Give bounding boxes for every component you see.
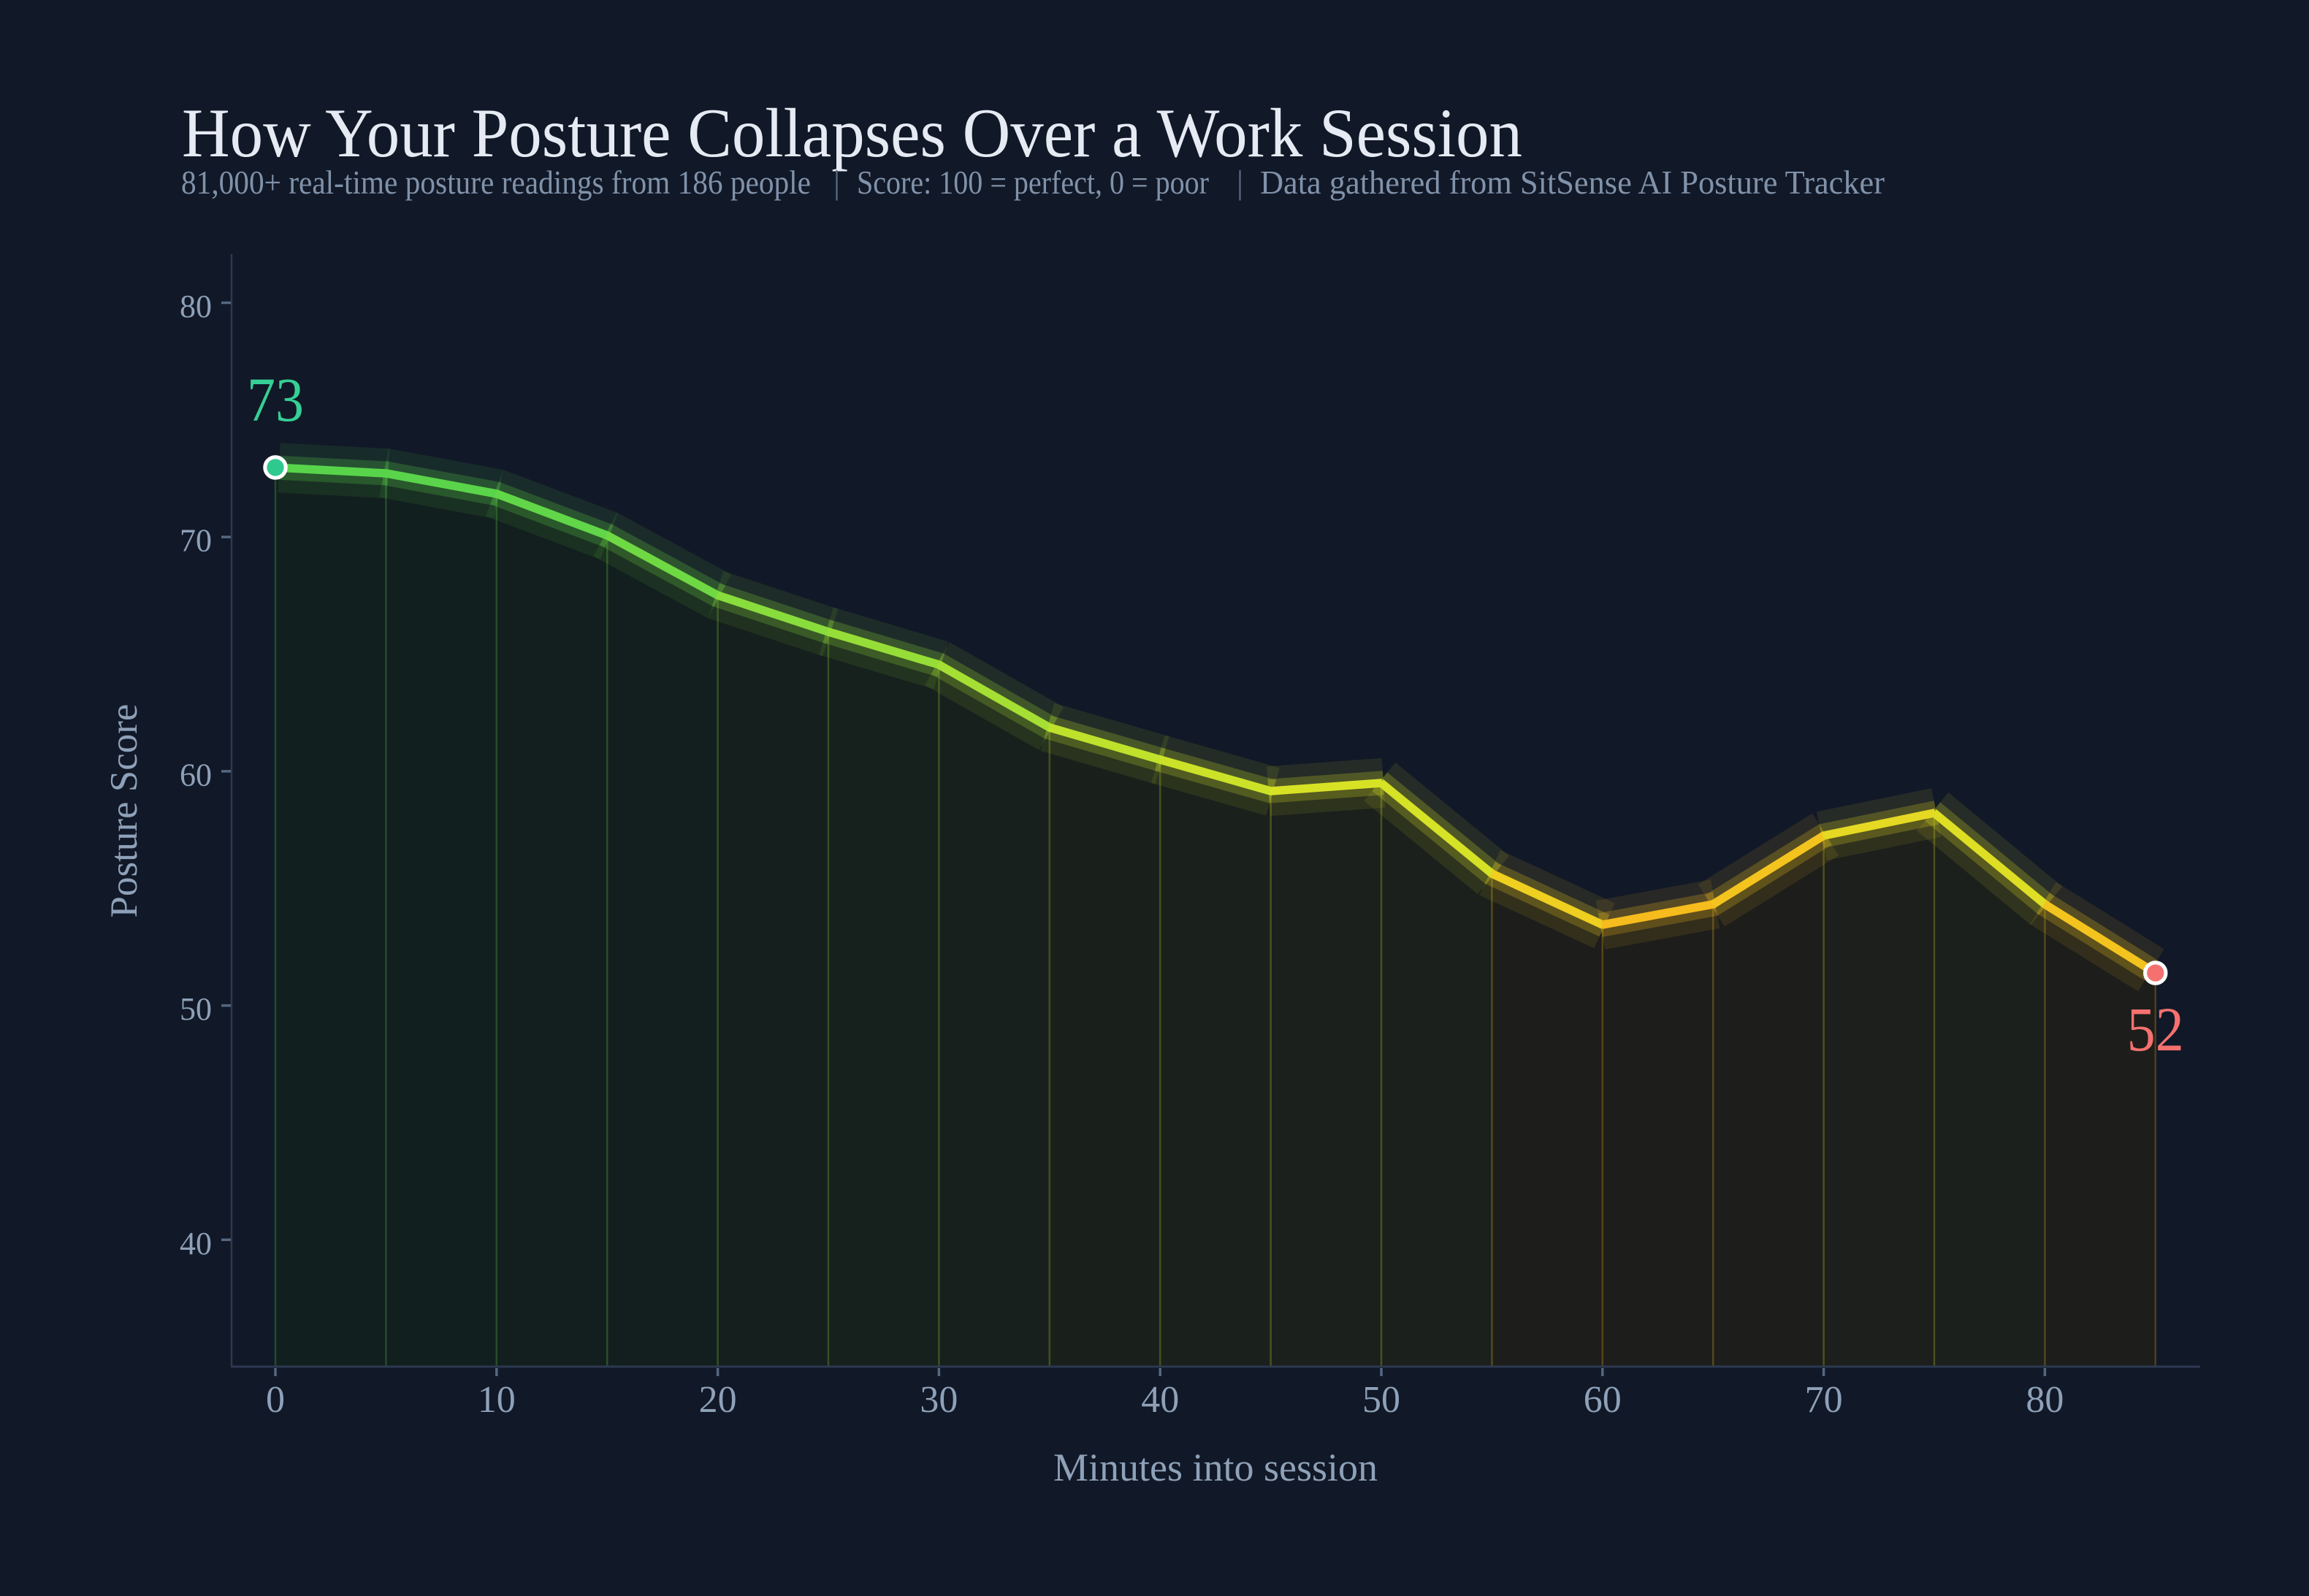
svg-text:70: 70 [1805,1379,1843,1421]
svg-text:60: 60 [180,757,212,793]
svg-text:Posture Score: Posture Score [103,704,145,918]
svg-text:50: 50 [1362,1379,1400,1421]
svg-text:|: | [833,164,840,201]
svg-text:|: | [1237,164,1243,201]
svg-text:Minutes into session: Minutes into session [1053,1446,1378,1489]
svg-text:73: 73 [247,364,304,435]
svg-text:20: 20 [699,1379,737,1421]
svg-text:52: 52 [2127,994,2184,1064]
svg-text:50: 50 [180,991,212,1027]
svg-text:Score: 100 = perfect, 0 = poor: Score: 100 = perfect, 0 = poor [857,164,1209,201]
svg-text:0: 0 [266,1379,285,1421]
svg-text:Data gathered from SitSense AI: Data gathered from SitSense AI Posture T… [1260,164,1885,201]
svg-text:40: 40 [180,1226,212,1261]
svg-text:40: 40 [1141,1379,1179,1421]
svg-text:80: 80 [180,289,212,324]
svg-text:How Your Posture Collapses Ove: How Your Posture Collapses Over a Work S… [182,94,1522,172]
svg-text:10: 10 [478,1379,516,1421]
svg-text:81,000+ real-time posture read: 81,000+ real-time posture readings from … [181,164,811,201]
svg-text:80: 80 [2026,1379,2064,1421]
svg-text:70: 70 [180,523,212,559]
svg-text:60: 60 [1584,1379,1622,1421]
svg-text:30: 30 [920,1379,958,1421]
